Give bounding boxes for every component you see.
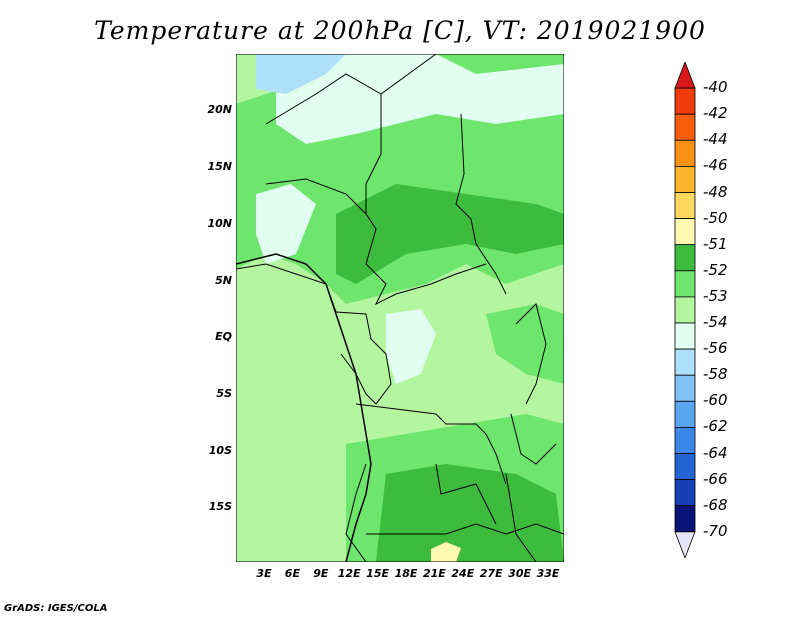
colorbar-label: -40 <box>703 78 728 97</box>
latitude-label: 5S <box>216 387 232 400</box>
colorbar-top-triangle <box>674 62 696 89</box>
colorbar-cell <box>674 322 696 350</box>
grads-credit: GrADS: IGES/COLA <box>4 603 108 614</box>
colorbar-label: -54 <box>703 313 728 331</box>
colorbar-label: -50 <box>703 208 728 227</box>
colorbar-label: -52 <box>703 260 728 279</box>
colorbar-cell <box>674 453 696 481</box>
longitude-label: 9E <box>313 567 329 580</box>
colorbar-cell <box>674 218 696 246</box>
contour-51-south <box>431 542 461 562</box>
colorbar-label: -42 <box>703 104 728 123</box>
longitude-label: 24E <box>451 567 475 580</box>
temperature-map <box>236 54 564 562</box>
contour-52-south <box>376 464 564 562</box>
colorbar-cell <box>674 505 696 533</box>
latitude-label: 10N <box>207 217 232 230</box>
colorbar-label: -70 <box>703 521 728 540</box>
map-title: Temperature at 200hPa [C], VT: 201902190… <box>94 16 706 45</box>
contour-54-west <box>256 184 316 264</box>
country-borders <box>236 54 564 562</box>
colorbar-label: -58 <box>703 365 728 384</box>
longitude-label: 6E <box>284 567 300 580</box>
longitude-label: 12E <box>337 567 361 580</box>
longitude-label: 15E <box>366 567 390 580</box>
longitude-label: 27E <box>479 567 503 580</box>
colorbar-cell <box>674 244 696 272</box>
longitude-label: 33E <box>536 567 560 580</box>
latitude-label: EQ <box>215 330 232 343</box>
longitude-label: 30E <box>508 567 532 580</box>
colorbar-cell <box>674 348 696 376</box>
contour-54-north <box>276 54 564 144</box>
colorbar-cell <box>674 400 696 428</box>
colorbar-cell <box>674 479 696 507</box>
contour-53-east <box>486 304 564 384</box>
colorbar-label: -44 <box>703 130 728 149</box>
colorbar-cell <box>674 166 696 193</box>
longitude-label: 3E <box>256 567 272 580</box>
latitude-label: 5N <box>215 274 232 287</box>
colorbar-cell <box>674 426 696 454</box>
colorbar-cell <box>674 296 696 324</box>
colorbar <box>674 62 696 558</box>
colorbar-bottom-triangle <box>674 531 696 558</box>
colorbar-cell <box>674 270 696 298</box>
colorbar-label: -64 <box>703 443 728 462</box>
contour-52-band <box>336 184 564 284</box>
latitude-label: 10S <box>208 444 232 457</box>
longitude-label: 21E <box>422 567 446 580</box>
longitude-label: 18E <box>394 567 418 580</box>
coastline <box>236 253 372 562</box>
colorbar-cell <box>674 374 696 402</box>
latitude-label: 20N <box>207 103 232 116</box>
colorbar-label: -56 <box>703 339 728 358</box>
colorbar-cell <box>674 192 696 220</box>
latitude-label: 15N <box>207 160 232 173</box>
colorbar-label: -66 <box>703 469 728 488</box>
colorbar-label: -51 <box>703 234 728 253</box>
colorbar-cell <box>674 139 696 167</box>
contour-56-northwest <box>256 54 346 94</box>
colorbar-label: -68 <box>703 495 728 514</box>
contour-54-congo <box>386 309 436 384</box>
colorbar-cell <box>674 87 696 115</box>
colorbar-label: -48 <box>703 182 728 201</box>
colorbar-label: -62 <box>703 417 728 436</box>
colorbar-label: -53 <box>703 286 728 305</box>
latitude-label: 15S <box>208 500 232 513</box>
colorbar-cell <box>674 113 696 141</box>
colorbar-label: -46 <box>703 156 728 175</box>
colorbar-label: -60 <box>703 391 728 410</box>
